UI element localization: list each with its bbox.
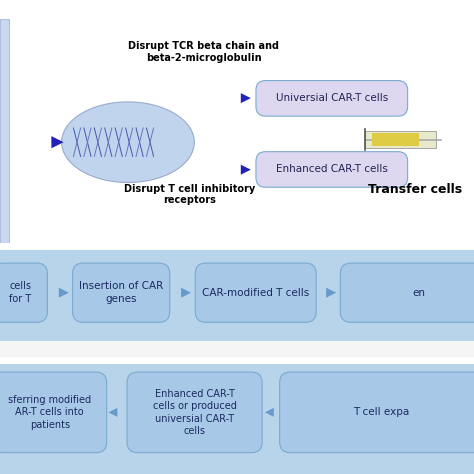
Text: en: en [412,288,425,298]
Text: Universial CAR-T cells: Universial CAR-T cells [276,93,388,103]
FancyBboxPatch shape [372,133,419,146]
FancyBboxPatch shape [256,152,408,187]
Text: CAR-modified T cells: CAR-modified T cells [202,288,310,298]
FancyBboxPatch shape [0,360,474,474]
FancyBboxPatch shape [195,263,316,322]
Text: cells
for T: cells for T [9,282,31,304]
Text: Insertion of CAR
genes: Insertion of CAR genes [79,282,163,304]
FancyBboxPatch shape [256,81,408,116]
FancyBboxPatch shape [0,0,474,246]
FancyBboxPatch shape [0,372,107,453]
Text: Enhanced CAR-T cells: Enhanced CAR-T cells [276,164,388,174]
FancyBboxPatch shape [0,246,474,341]
FancyBboxPatch shape [127,372,262,453]
FancyBboxPatch shape [0,19,9,246]
Text: Transfer cells: Transfer cells [368,183,462,196]
Text: Disrupt TCR beta chain and
beta-2-microglobulin: Disrupt TCR beta chain and beta-2-microg… [128,41,279,63]
FancyBboxPatch shape [365,131,436,148]
FancyBboxPatch shape [280,372,474,453]
FancyBboxPatch shape [340,263,474,322]
Text: Enhanced CAR-T
cells or produced
universial CAR-T
cells: Enhanced CAR-T cells or produced univers… [153,389,237,436]
FancyBboxPatch shape [0,263,47,322]
Text: sferring modified
AR-T cells into
patients: sferring modified AR-T cells into patien… [8,395,91,430]
Text: Disrupt T cell inhibitory
receptors: Disrupt T cell inhibitory receptors [124,183,255,205]
Text: T cell expa: T cell expa [354,407,410,418]
FancyBboxPatch shape [73,263,170,322]
Ellipse shape [62,102,194,182]
